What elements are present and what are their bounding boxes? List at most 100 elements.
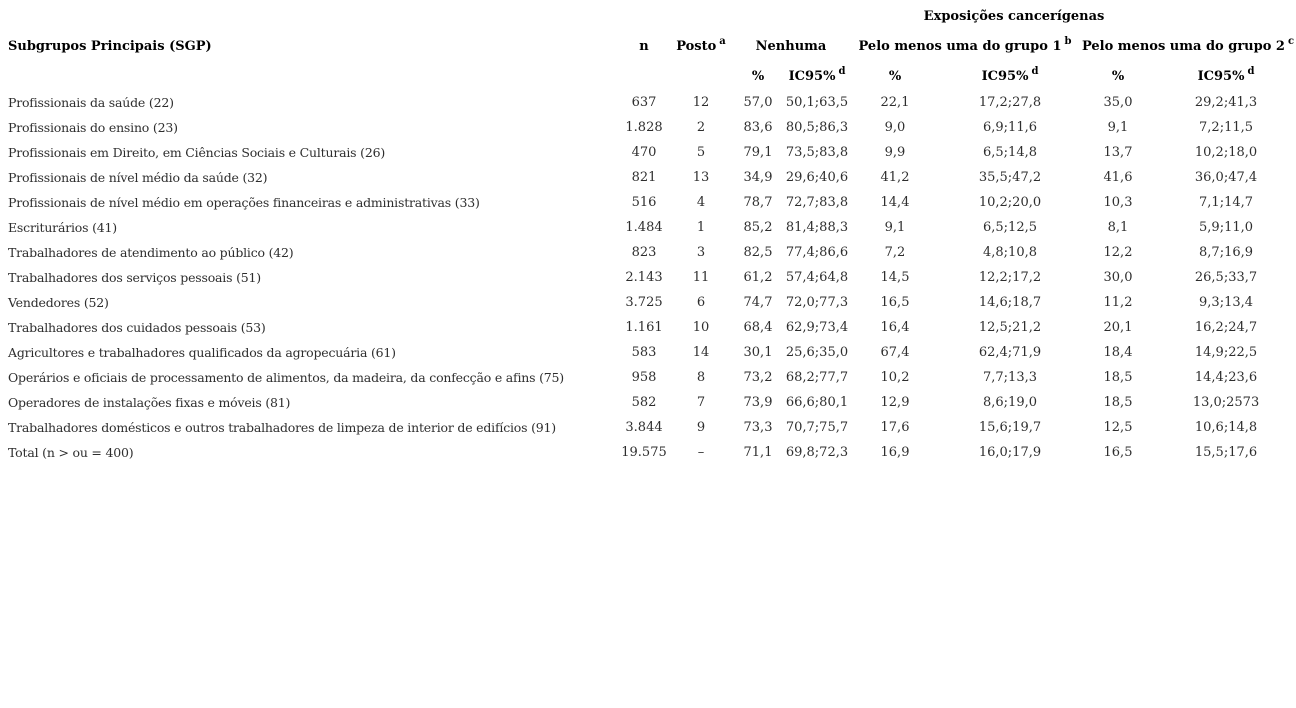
cell-posto: 6 — [696, 295, 706, 310]
cell-n: 2.143 — [625, 270, 663, 285]
ic95-label: IC95% — [788, 68, 836, 84]
cell-grupo2-ic95: 5,9;11,0 — [1199, 220, 1254, 235]
column-header-n: n — [639, 38, 649, 54]
grupo1-label: Pelo menos uma do grupo 1 — [858, 38, 1062, 54]
cell-grupo1-pct: 16,9 — [880, 445, 910, 460]
cell-n: 821 — [631, 170, 657, 185]
cell-nenhuma-pct: 57,0 — [743, 95, 773, 110]
cell-posto: 9 — [696, 420, 706, 435]
cell-grupo2-pct: 8,1 — [1107, 220, 1129, 235]
cell-grupo1-ic95: 35,5;47,2 — [978, 170, 1042, 185]
cell-grupo2-pct: 30,0 — [1103, 270, 1133, 285]
cell-n: 582 — [631, 395, 657, 410]
cell-grupo1-ic95: 6,5;12,5 — [983, 220, 1037, 235]
cell-nenhuma-ic95: 80,5;86,3 — [785, 120, 849, 135]
cell-grupo2-pct: 12,2 — [1103, 245, 1133, 260]
cell-nenhuma-ic95: 73,5;83,8 — [785, 145, 849, 160]
cell-n: 583 — [631, 345, 657, 360]
cell-grupo1-ic95: 14,6;18,7 — [978, 295, 1042, 310]
cell-subgroup-label: Trabalhadores de atendimento ao público … — [8, 245, 294, 260]
cell-grupo2-ic95: 15,5;17,6 — [1194, 445, 1258, 460]
column-header-posto: Posto a — [670, 30, 732, 62]
table-header: Exposições cancerígenas Subgrupos Princi… — [0, 2, 1296, 90]
cell-grupo1-pct: 22,1 — [880, 95, 910, 110]
cell-n: 823 — [631, 245, 657, 260]
cell-posto: 11 — [692, 270, 710, 285]
cell-subgroup-label: Operadores de instalações fixas e móveis… — [8, 395, 291, 410]
cell-nenhuma-ic95: 66,6;80,1 — [785, 395, 849, 410]
cell-nenhuma-pct: 71,1 — [743, 445, 773, 460]
cell-posto: 3 — [696, 245, 706, 260]
cell-grupo1-ic95: 6,9;11,6 — [983, 120, 1037, 135]
table-row: Operários e oficiais de processamento de… — [0, 365, 1296, 390]
footnote-marker-d: d — [838, 66, 846, 78]
cell-grupo2-ic95: 36,0;47,4 — [1194, 170, 1258, 185]
cell-grupo1-pct: 12,9 — [880, 395, 910, 410]
cell-nenhuma-pct: 83,6 — [743, 120, 773, 135]
cell-grupo1-ic95: 8,6;19,0 — [983, 395, 1037, 410]
spacer-cell — [0, 2, 732, 30]
cell-grupo2-pct: 18,5 — [1103, 395, 1133, 410]
cell-grupo1-pct: 14,4 — [880, 195, 910, 210]
posto-label: Posto — [676, 38, 717, 54]
spacer-cell — [0, 62, 618, 90]
cell-grupo1-ic95: 16,0;17,9 — [978, 445, 1042, 460]
table-row: Profissionais em Direito, em Ciências So… — [0, 140, 1296, 165]
table-row: Profissionais de nível médio da saúde (3… — [0, 165, 1296, 190]
cell-nenhuma-ic95: 29,6;40,6 — [785, 170, 849, 185]
cell-n: 637 — [631, 95, 657, 110]
table-row: Trabalhadores de atendimento ao público … — [0, 240, 1296, 265]
cell-grupo1-pct: 9,9 — [884, 145, 906, 160]
ic95-label: IC95% — [1197, 68, 1245, 84]
cell-posto: 5 — [696, 145, 706, 160]
cell-subgroup-label: Operários e oficiais de processamento de… — [8, 370, 564, 385]
cell-nenhuma-pct: 61,2 — [743, 270, 773, 285]
table-row: Trabalhadores domésticos e outros trabal… — [0, 415, 1296, 440]
cell-nenhuma-ic95: 25,6;35,0 — [785, 345, 849, 360]
cell-grupo1-pct: 67,4 — [880, 345, 910, 360]
cell-grupo2-ic95: 26,5;33,7 — [1194, 270, 1258, 285]
cell-subgroup-label: Profissionais de nível médio da saúde (3… — [8, 170, 268, 185]
cell-grupo2-pct: 9,1 — [1107, 120, 1129, 135]
cell-grupo1-ic95: 12,5;21,2 — [978, 320, 1042, 335]
table-row: Vendedores (52) 3.725 6 74,7 72,0;77,3 1… — [0, 290, 1296, 315]
cell-grupo1-ic95: 10,2;20,0 — [978, 195, 1042, 210]
cell-grupo2-pct: 13,7 — [1103, 145, 1133, 160]
cell-nenhuma-ic95: 69,8;72,3 — [785, 445, 849, 460]
cell-subgroup-label: Profissionais de nível médio em operaçõe… — [8, 195, 480, 210]
cell-n: 516 — [631, 195, 657, 210]
cell-grupo2-pct: 11,2 — [1103, 295, 1133, 310]
subheader-grupo2-pct: % — [1111, 68, 1125, 84]
cell-n: 3.844 — [625, 420, 663, 435]
cell-posto: 14 — [692, 345, 710, 360]
cell-grupo1-ic95: 15,6;19,7 — [978, 420, 1042, 435]
cell-subgroup-label: Trabalhadores domésticos e outros trabal… — [8, 420, 556, 435]
cell-grupo2-pct: 35,0 — [1103, 95, 1133, 110]
table-row: Profissionais de nível médio em operaçõe… — [0, 190, 1296, 215]
footnote-marker-a: a — [719, 36, 726, 48]
column-header-sgp: Subgrupos Principais (SGP) — [8, 38, 212, 54]
cell-n: 19.575 — [621, 445, 667, 460]
subheader-grupo2-ic95: IC95% d — [1156, 62, 1296, 90]
cell-nenhuma-ic95: 68,2;77,7 — [785, 370, 849, 385]
table-row: Trabalhadores dos serviços pessoais (51)… — [0, 265, 1296, 290]
cell-n: 1.828 — [625, 120, 663, 135]
cell-grupo2-pct: 16,5 — [1103, 445, 1133, 460]
grupo2-label: Pelo menos uma do grupo 2 — [1081, 38, 1285, 54]
cell-n: 958 — [631, 370, 657, 385]
cell-nenhuma-pct: 73,2 — [743, 370, 773, 385]
table-row: Agricultores e trabalhadores qualificado… — [0, 340, 1296, 365]
carcinogen-exposure-table: Exposições cancerígenas Subgrupos Princi… — [0, 2, 1296, 465]
footnote-marker-d: d — [1247, 66, 1255, 78]
cell-grupo2-ic95: 7,2;11,5 — [1199, 120, 1254, 135]
cell-nenhuma-pct: 30,1 — [743, 345, 773, 360]
cell-nenhuma-ic95: 72,7;83,8 — [785, 195, 849, 210]
spacer-cell — [618, 62, 670, 90]
footnote-marker-c: c — [1287, 36, 1295, 48]
cell-grupo1-ic95: 4,8;10,8 — [983, 245, 1037, 260]
table-row: Total (n > ou = 400) 19.575 – 71,1 69,8;… — [0, 440, 1296, 465]
cell-nenhuma-pct: 73,9 — [743, 395, 773, 410]
cell-grupo2-pct: 10,3 — [1103, 195, 1133, 210]
